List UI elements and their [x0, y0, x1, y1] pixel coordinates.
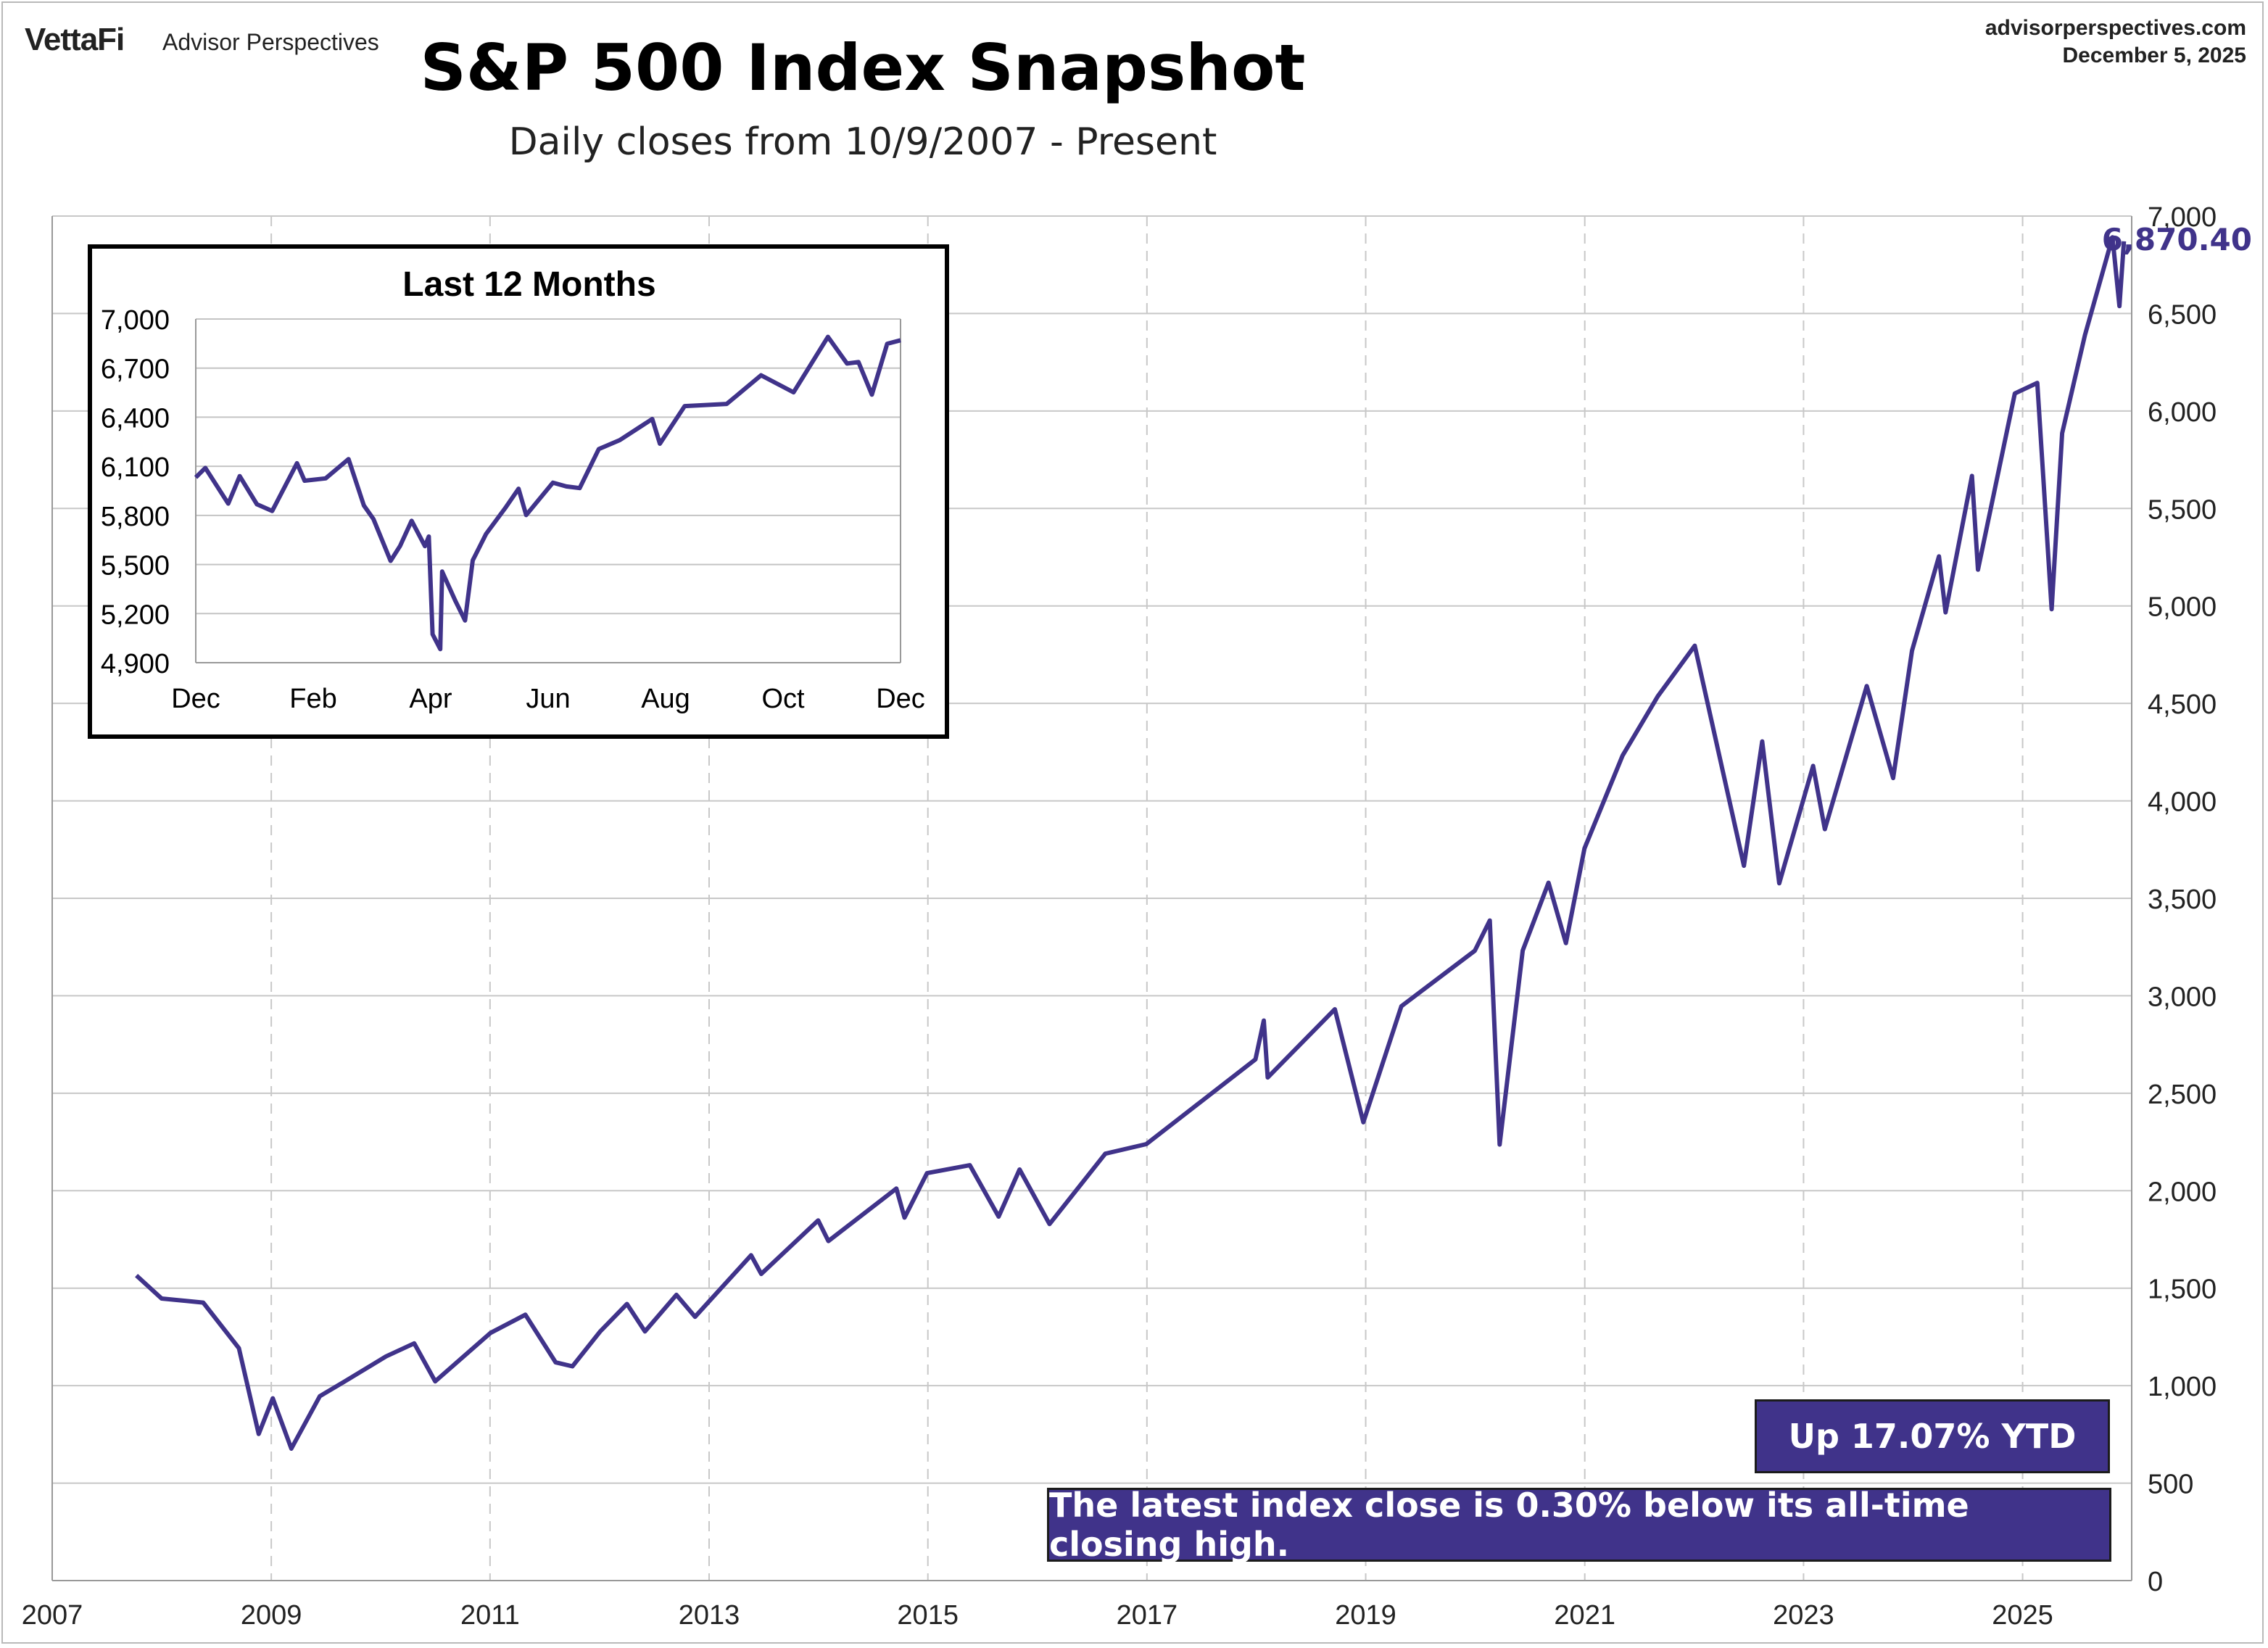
chart-subtitle: Daily closes from 10/9/2007 - Present: [508, 120, 1217, 164]
inset-x-tick-label: Jun: [526, 684, 570, 714]
x-tick-label: 2011: [460, 1600, 520, 1631]
x-tick-label: 2021: [1554, 1600, 1615, 1631]
x-tick-label: 2009: [241, 1600, 302, 1631]
all-time-high-note: The latest index close is 0.30% below it…: [1047, 1486, 2111, 1564]
inset-y-tick-label: 6,700: [101, 355, 170, 385]
y-tick-label: 3,000: [2148, 982, 2217, 1012]
x-tick-label: 2019: [1335, 1600, 1396, 1631]
ytd-badge: Up 17.07% YTD: [1755, 1399, 2110, 1473]
y-tick-label: 5,500: [2148, 494, 2217, 525]
inset-y-tick-label: 5,200: [101, 600, 170, 630]
inset-series-line: [194, 334, 901, 652]
inset-y-tick-label: 5,800: [101, 502, 170, 532]
y-tick-label: 5,000: [2148, 592, 2217, 623]
site-info: advisorperspectives.com December 5, 2025: [1985, 15, 2246, 70]
x-tick-label: 2025: [1992, 1600, 2053, 1631]
sp500-series-line: [135, 235, 2127, 1451]
y-tick-label: 0: [2148, 1567, 2163, 1597]
x-tick-label: 2023: [1773, 1600, 1834, 1631]
last-value-label: 6,870.40: [2102, 222, 2252, 257]
vettafi-logo: VettaFi: [25, 22, 125, 57]
y-tick-label: 1,000: [2148, 1372, 2217, 1402]
y-tick-label: 4,500: [2148, 690, 2217, 720]
y-tick-label: 7,000: [2148, 202, 2217, 233]
x-tick-label: 2007: [22, 1600, 83, 1631]
y-tick-label: 500: [2148, 1470, 2193, 1500]
inset-x-tick-label: Aug: [641, 684, 690, 714]
inset-x-tick-label: Apr: [409, 684, 452, 714]
site-url: advisorperspectives.com: [1984, 16, 2246, 40]
y-tick-label: 2,000: [2148, 1177, 2217, 1207]
x-tick-label: 2013: [679, 1600, 740, 1631]
y-tick-label: 2,500: [2148, 1080, 2217, 1110]
inset-y-tick-label: 7,000: [101, 305, 170, 336]
inset-y-tick-label: 5,500: [101, 551, 170, 581]
inset-x-tick-label: Dec: [171, 684, 220, 714]
chart-date: December 5, 2025: [2062, 44, 2246, 67]
inset-x-tick-label: Oct: [761, 684, 805, 714]
x-tick-label: 2017: [1117, 1600, 1178, 1631]
brand-subtitle: Advisor Perspectives: [162, 29, 379, 55]
x-tick-label: 2015: [897, 1600, 959, 1631]
inset-y-tick-label: 4,900: [101, 649, 170, 679]
inset-y-tick-label: 6,400: [101, 403, 170, 434]
inset-y-tick-label: 6,100: [101, 452, 170, 483]
y-tick-label: 6,500: [2148, 299, 2217, 330]
inset-title: Last 12 Months: [402, 265, 655, 304]
chart-title: S&P 500 Index Snapshot: [420, 30, 1306, 105]
y-tick-label: 1,500: [2148, 1275, 2217, 1305]
y-tick-label: 4,000: [2148, 787, 2217, 818]
inset-x-tick-label: Dec: [876, 684, 925, 714]
y-tick-label: 6,000: [2148, 397, 2217, 428]
y-tick-label: 3,500: [2148, 885, 2217, 915]
inset-x-tick-label: Feb: [289, 684, 336, 714]
